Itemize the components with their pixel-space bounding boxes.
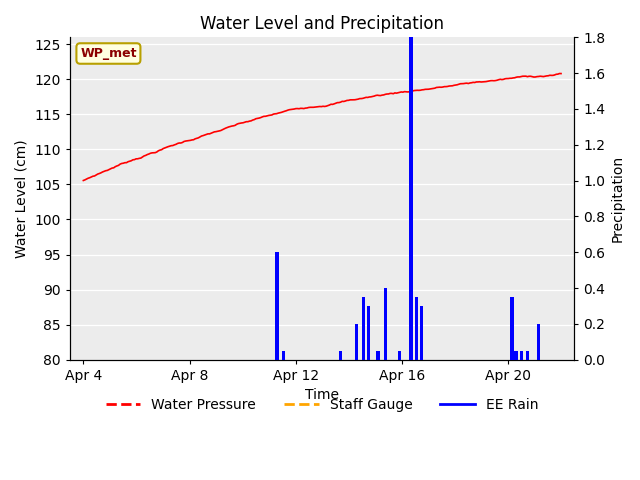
- Bar: [339, 351, 342, 360]
- Bar: [367, 306, 370, 360]
- Title: Water Level and Precipitation: Water Level and Precipitation: [200, 15, 444, 33]
- Bar: [376, 351, 380, 360]
- Bar: [526, 351, 529, 360]
- Legend: Water Pressure, Staff Gauge, EE Rain: Water Pressure, Staff Gauge, EE Rain: [100, 392, 544, 417]
- Bar: [520, 351, 523, 360]
- X-axis label: Time: Time: [305, 388, 339, 402]
- Bar: [410, 37, 413, 360]
- Bar: [384, 288, 387, 360]
- Y-axis label: Precipitation: Precipitation: [611, 155, 625, 242]
- Bar: [510, 297, 513, 360]
- Text: WP_met: WP_met: [80, 47, 137, 60]
- Bar: [537, 324, 540, 360]
- Bar: [415, 297, 418, 360]
- Bar: [397, 351, 401, 360]
- Bar: [275, 252, 278, 360]
- Bar: [420, 306, 423, 360]
- Bar: [282, 351, 285, 360]
- Bar: [515, 351, 518, 360]
- Bar: [355, 324, 358, 360]
- Bar: [362, 297, 365, 360]
- Y-axis label: Water Level (cm): Water Level (cm): [15, 139, 29, 258]
